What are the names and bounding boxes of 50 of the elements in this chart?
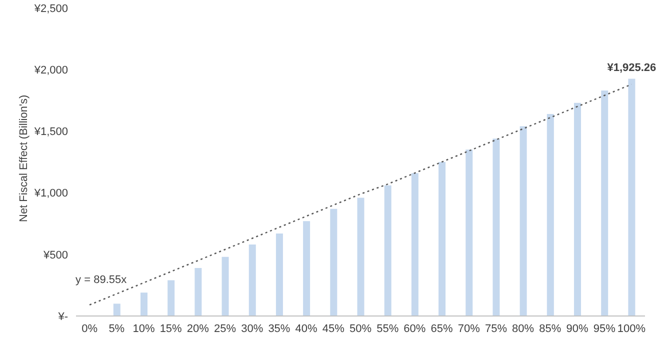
y-tick-label: ¥- <box>57 310 68 323</box>
x-tick-label: 45% <box>322 322 345 335</box>
data-label: ¥1,925.26 <box>607 62 656 74</box>
bar <box>330 208 338 316</box>
bar <box>628 78 636 316</box>
x-tick-label: 5% <box>108 322 125 335</box>
bar <box>520 126 527 316</box>
bar <box>438 162 446 316</box>
y-tick-label: ¥1,500 <box>33 126 68 138</box>
x-tick-label: 40% <box>295 322 318 335</box>
x-tick-label: 10% <box>132 322 155 335</box>
x-tick-label: 20% <box>186 322 210 335</box>
bar <box>168 280 175 316</box>
bar <box>466 150 473 316</box>
x-tick-label: 75% <box>484 322 508 335</box>
bar <box>384 185 392 316</box>
bar <box>601 90 608 316</box>
y-tick-label: ¥2,500 <box>33 2 68 15</box>
x-tick-label: 80% <box>512 322 534 335</box>
y-axis-title: Net Fiscal Effect (Billion's) <box>18 94 30 222</box>
x-tick-label: 50% <box>349 322 372 335</box>
bar <box>113 304 120 316</box>
bar <box>574 102 582 316</box>
y-tick-label: ¥500 <box>42 249 68 262</box>
x-tick-label: 70% <box>458 322 480 335</box>
y-tick-label: ¥1,000 <box>33 188 68 200</box>
x-tick-label: 35% <box>268 322 290 335</box>
x-tick-label: 100% <box>617 322 646 335</box>
x-tick-label: 30% <box>241 322 264 335</box>
x-tick-label: 60% <box>404 322 426 335</box>
bar <box>140 292 148 316</box>
x-tick-label: 15% <box>160 322 182 335</box>
x-tick-label: 65% <box>430 322 454 335</box>
y-tick-label: ¥2,000 <box>33 64 68 77</box>
bar <box>222 256 229 316</box>
x-tick-label: 55% <box>376 322 399 335</box>
bar <box>248 244 256 316</box>
x-tick-label: 0% <box>82 322 98 335</box>
x-tick-label: 90% <box>566 322 588 335</box>
bar <box>276 233 283 316</box>
bar <box>546 114 554 316</box>
bar <box>411 173 418 316</box>
x-tick-label: 85% <box>539 322 562 335</box>
bar <box>357 198 364 316</box>
bar <box>194 268 202 316</box>
bar <box>303 221 310 316</box>
x-tick-label: 95% <box>593 322 616 335</box>
bar <box>492 138 500 316</box>
x-tick-label: 25% <box>214 322 236 335</box>
annotation: y = 89.55x <box>76 274 128 286</box>
